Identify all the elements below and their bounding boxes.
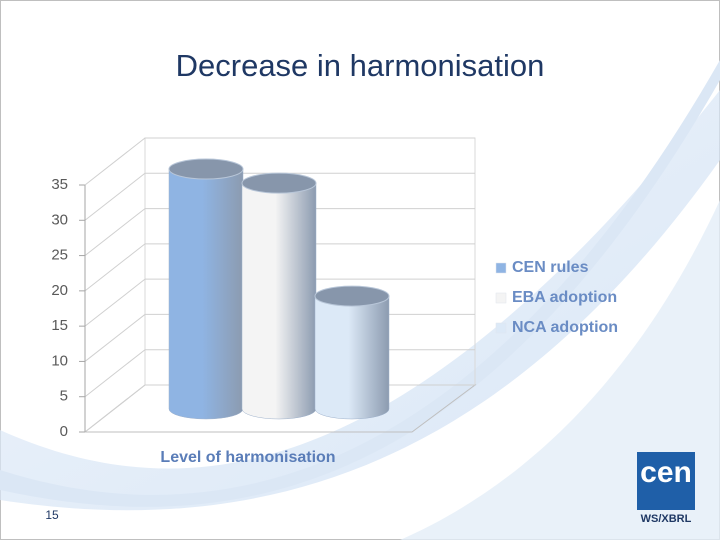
grid-line bbox=[84, 208, 475, 256]
chart-title: Decrease in harmonisation bbox=[176, 48, 545, 83]
grid-line bbox=[84, 172, 475, 221]
y-tick-label: 25 bbox=[51, 247, 68, 264]
y-tick-label: 10 bbox=[51, 352, 68, 369]
grid-line bbox=[84, 278, 475, 327]
bar-top bbox=[168, 158, 244, 180]
y-tick-label: 20 bbox=[51, 282, 68, 299]
bar bbox=[314, 295, 390, 420]
bar bbox=[168, 168, 244, 420]
grid-line bbox=[84, 137, 475, 186]
x-axis-label: Level of harmonisation bbox=[160, 449, 335, 466]
logo-caption: WS/XBRL bbox=[641, 513, 692, 525]
bar bbox=[241, 182, 317, 420]
swoosh bbox=[0, 90, 720, 511]
y-tick-label: 30 bbox=[51, 211, 68, 228]
legend-label: EBA adoption bbox=[512, 289, 617, 306]
chart: 0 5 10 15 20 25 30 35 CEN rules EBA adoption NCA a… bbox=[51, 137, 618, 440]
legend-label: NCA adoption bbox=[512, 319, 618, 336]
bar-top bbox=[241, 172, 317, 194]
legend-swatch bbox=[495, 322, 507, 334]
legend-swatch bbox=[495, 262, 507, 274]
logo bbox=[637, 452, 695, 510]
bar-top bbox=[314, 285, 390, 307]
logo-text: cen bbox=[640, 456, 692, 489]
slide-number: 15 bbox=[45, 508, 59, 522]
legend-swatch bbox=[495, 292, 507, 304]
legend-label: CEN rules bbox=[512, 259, 589, 276]
y-tick-label: 5 bbox=[60, 388, 68, 405]
y-tick-label: 0 bbox=[60, 423, 68, 440]
grid-line bbox=[84, 243, 475, 292]
swoosh bbox=[0, 60, 720, 507]
y-tick-label: 35 bbox=[51, 176, 68, 193]
y-tick-label: 15 bbox=[51, 317, 68, 334]
